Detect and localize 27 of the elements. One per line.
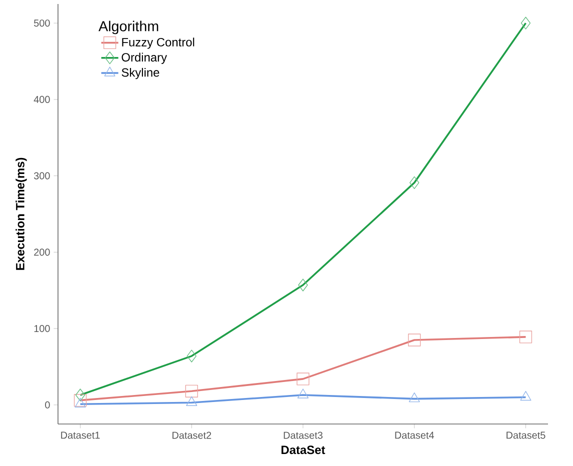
x-tick-label: Dataset2 [172, 432, 212, 439]
point [408, 392, 420, 402]
x-tick-label: Dataset4 [395, 432, 434, 439]
y-tick-label: 500 [34, 20, 50, 27]
x-axis-title: DataSet [282, 446, 326, 454]
point [519, 330, 532, 344]
y-tick-label: 200 [34, 248, 50, 256]
y-axis-title: Execution Time(ms) [16, 158, 27, 270]
point [185, 384, 198, 398]
y-tick-label: 300 [34, 172, 50, 180]
point [296, 372, 310, 386]
point [408, 334, 421, 346]
y-tick-label: 400 [34, 96, 50, 103]
point [74, 394, 87, 407]
legend-label: Fuzzy Control [122, 38, 194, 49]
y-tick-label: 0 [45, 401, 50, 408]
legend-label: Ordinary [122, 52, 167, 64]
legend-label: Skyline [122, 68, 160, 80]
x-tick-label: Dataset5 [506, 432, 546, 439]
point [74, 398, 86, 408]
point [520, 390, 532, 401]
y-tick-label: 100 [34, 325, 50, 332]
legend-title: Algorithm [98, 20, 158, 34]
x-tick-label: Dataset1 [61, 432, 100, 439]
point [297, 388, 309, 398]
point [186, 396, 198, 406]
x-tick-label: Dataset3 [284, 432, 322, 439]
